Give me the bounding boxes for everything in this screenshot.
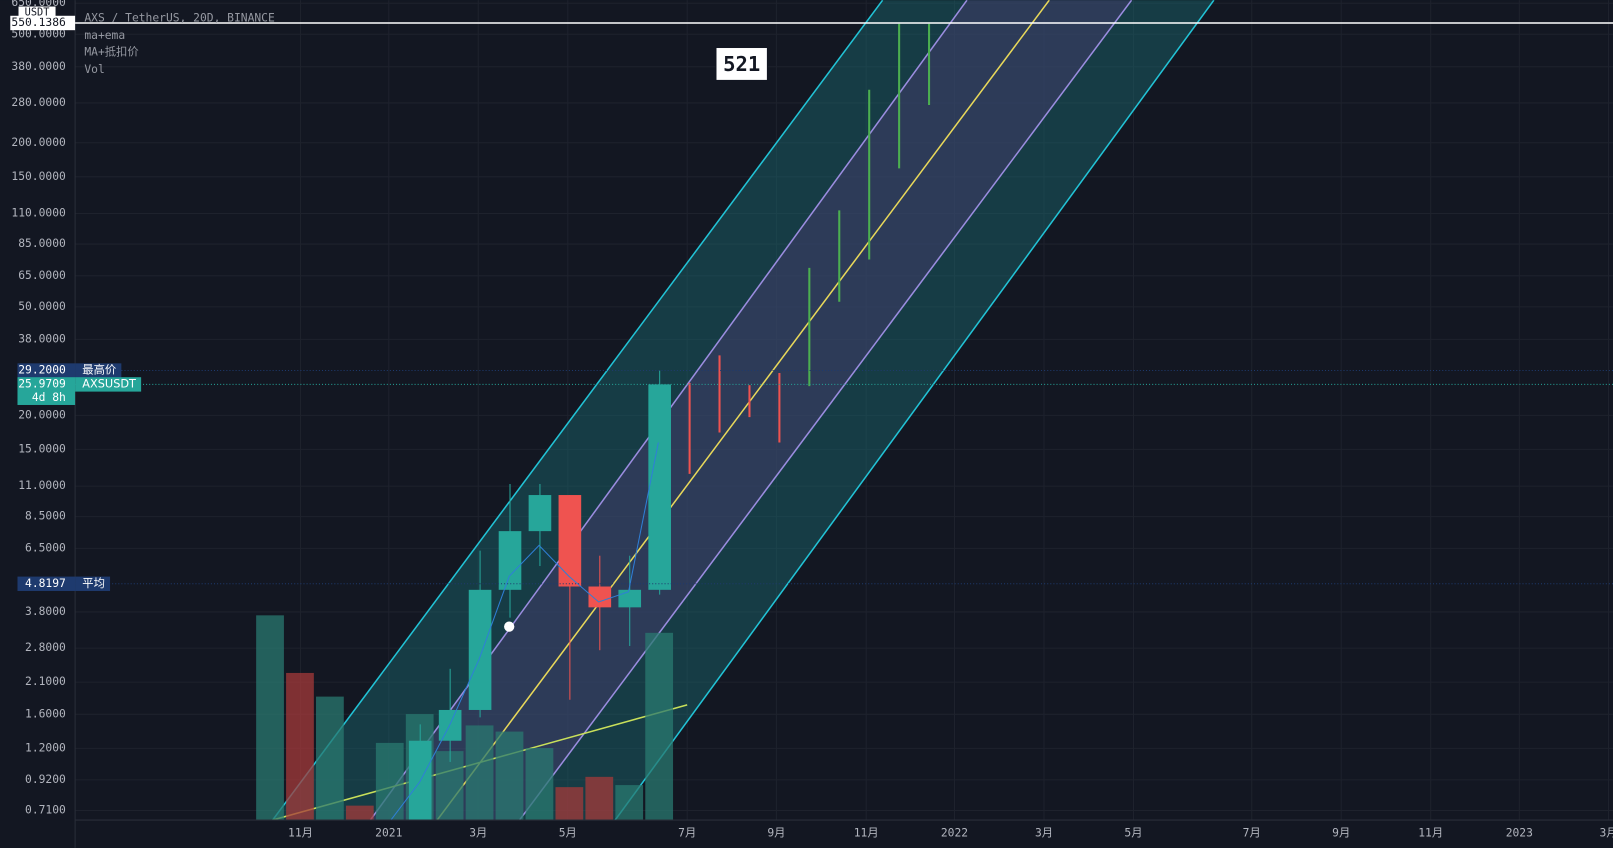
- x-axis: 11月 2021 3月 5月 7月 9月 11月 2022 3月 5月 7月 9月 11月 2023 3月: [288, 826, 1613, 839]
- y-tick-label: 1.6000: [25, 707, 66, 720]
- indicator-label: ma+ema: [84, 29, 125, 42]
- channel-inner-fill: [370, 0, 1132, 821]
- y-tick-label: 380.0000: [11, 60, 66, 73]
- y-tick-label: 2.8000: [25, 641, 66, 654]
- volume-bar: [555, 787, 584, 821]
- y-tick-label: 8.5000: [25, 510, 66, 523]
- channel-line: [271, 0, 884, 821]
- candle-body: [528, 495, 552, 532]
- candle-body: [558, 495, 582, 587]
- chart-title: AXS / TetherUS, 20D, BINANCE: [84, 12, 275, 25]
- ma-line: [390, 442, 659, 821]
- price-label: 29.2000: [18, 364, 66, 377]
- price-label-box: [17, 576, 76, 591]
- x-tick-label: 2023: [1506, 826, 1533, 839]
- x-tick-label: 3月: [469, 826, 487, 839]
- x-tick-label: 11月: [1418, 826, 1443, 839]
- y-tick-label: 38.0000: [18, 332, 66, 345]
- volume-bar: [645, 632, 674, 821]
- drawings: [271, 0, 1215, 821]
- price-label-tag: [75, 576, 111, 591]
- candle-body: [648, 384, 671, 590]
- volume-bar: [585, 776, 614, 821]
- volume-bar: [286, 672, 314, 821]
- y-tick-label: 15.0000: [18, 442, 66, 455]
- y-tick-label: 200.0000: [11, 136, 66, 149]
- volume-bar: [615, 785, 644, 821]
- channel-center: [436, 0, 1050, 821]
- x-tick-label: 3月: [1035, 826, 1053, 839]
- price-label-text: 平均: [82, 577, 105, 590]
- y-tick-label: 110.0000: [11, 207, 66, 220]
- x-tick-label: 3月: [1599, 826, 1613, 839]
- x-tick-label: 9月: [767, 826, 785, 839]
- candle-body: [438, 709, 462, 741]
- annotation-box: [715, 46, 768, 81]
- volume-bar: [465, 725, 494, 821]
- volume-bar: [435, 751, 464, 821]
- candle-body: [588, 586, 612, 608]
- x-tick-label: 2021: [375, 826, 402, 839]
- x-tick-label: 5月: [559, 826, 577, 839]
- price-label-text: AXSUSDT: [82, 377, 136, 390]
- y-tick-label: 280.0000: [11, 96, 66, 109]
- annotation: 521: [723, 52, 760, 76]
- unit-box: [18, 6, 56, 18]
- countdown: 4d 8h: [32, 391, 66, 404]
- volume-bar: [525, 748, 554, 821]
- y-tick-label: 20.0000: [18, 408, 66, 421]
- y-tick-label: 11.0000: [18, 479, 66, 492]
- price-label: 4.8197: [25, 577, 66, 590]
- y-tick-label: 650.0000: [11, 0, 66, 9]
- candle-body: [498, 531, 522, 590]
- x-tick-label: 7月: [1243, 826, 1261, 839]
- x-tick-label: 11月: [288, 826, 313, 839]
- candle-body: [468, 589, 492, 710]
- volume-bar: [495, 731, 524, 821]
- x-tick-label: 11月: [854, 826, 879, 839]
- y-tick-label: 150.0000: [11, 170, 66, 183]
- candle-body: [408, 740, 432, 821]
- marker-dot: [504, 621, 515, 632]
- y-tick-label: 6.5000: [25, 541, 66, 554]
- y-tick-label: 0.9200: [25, 773, 66, 786]
- price-label-box: [17, 363, 76, 378]
- x-tick-label: 5月: [1124, 826, 1142, 839]
- indicator-label: MA+抵扣价: [84, 45, 138, 59]
- price-label-text: 最高价: [82, 363, 116, 377]
- x-tick-label: 9月: [1332, 826, 1350, 839]
- x-tick-label: 7月: [678, 826, 696, 839]
- price-label: 550.1386: [11, 16, 66, 29]
- y-tick-label: 500.0000: [11, 27, 66, 40]
- channel-line: [614, 0, 1215, 821]
- y-unit: USDT: [25, 7, 50, 19]
- volume-bar: [256, 615, 284, 821]
- volume-bar: [345, 805, 374, 821]
- y-axis: 0.7100 0.9200 1.2000 1.6000 2.1000 2.8000 3.80…: [11, 0, 66, 817]
- candle-body: [618, 589, 642, 608]
- y-tick-label: 1.2000: [25, 741, 66, 754]
- price-label-box: [10, 15, 76, 31]
- price-label: 25.9709: [18, 377, 66, 390]
- volume: [256, 615, 674, 821]
- y-tick-label: 85.0000: [18, 237, 66, 250]
- x-tick-label: 2022: [941, 826, 968, 839]
- y-tick-label: 50.0000: [18, 300, 66, 313]
- price-label-box: [17, 377, 76, 405]
- y-tick-label: 0.7100: [25, 804, 66, 817]
- volume-bar: [316, 696, 344, 821]
- indicator-label: Vol: [84, 63, 104, 76]
- y-tick-label: 3.8000: [25, 605, 66, 618]
- y-tick-label: 65.0000: [18, 269, 66, 282]
- channel-line: [518, 0, 1133, 821]
- price-label-tag: [75, 363, 122, 378]
- volume-bar: [375, 742, 404, 821]
- y-tick-label: 2.1000: [25, 675, 66, 688]
- price-label-tag: [75, 377, 142, 392]
- candles: [408, 23, 931, 821]
